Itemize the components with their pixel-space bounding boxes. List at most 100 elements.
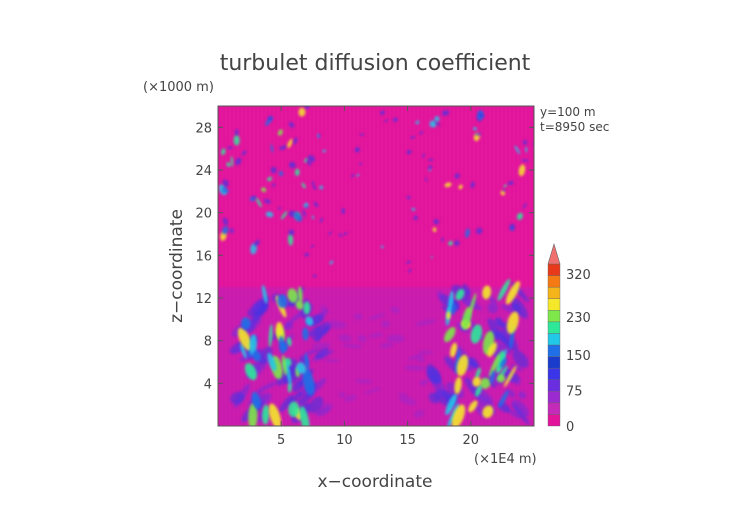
chart-title: turbulet diffusion coefficient [220, 51, 531, 76]
field-feature [509, 224, 516, 231]
field-feature [294, 168, 300, 176]
field-feature [277, 294, 288, 309]
colorbar-band [547, 310, 561, 323]
field-feature [259, 346, 273, 365]
field-feature [398, 396, 417, 406]
colorbar-extend-arrow [547, 242, 561, 265]
field-feature [410, 136, 415, 139]
field-feature [406, 150, 412, 155]
field-feature [450, 342, 458, 358]
field-feature [506, 311, 519, 334]
field-feature [322, 149, 327, 153]
field-feature [429, 120, 437, 128]
colorbar-band [547, 321, 561, 334]
field-feature [380, 245, 384, 249]
x-tick-label: 5 [277, 433, 285, 448]
field-feature [289, 161, 296, 169]
field-feature [299, 406, 310, 426]
field-feature [319, 305, 327, 311]
field-feature [262, 284, 268, 304]
field-feature [521, 159, 529, 162]
field-feature [425, 177, 428, 182]
field-feature [256, 381, 277, 393]
field-feature [311, 181, 315, 186]
colorbar-label: 0 [566, 420, 574, 435]
field-feature [227, 146, 233, 150]
field-feature [462, 306, 472, 330]
field-feature [516, 212, 523, 220]
field-feature [249, 334, 257, 356]
field-feature [305, 205, 308, 209]
field-feature [428, 168, 432, 172]
x-tick-label: 10 [336, 433, 353, 448]
field-feature [288, 122, 295, 128]
field-feature [222, 226, 229, 235]
field-feature [270, 144, 274, 153]
field-feature [311, 342, 331, 350]
field-feature [235, 157, 242, 166]
field-feature [408, 269, 412, 273]
colorbar-band [547, 402, 561, 415]
field-feature [475, 367, 481, 380]
field-feature [454, 376, 462, 395]
field-feature [497, 374, 506, 383]
field-feature [262, 404, 270, 425]
field-feature [307, 155, 315, 162]
field-feature [356, 173, 360, 177]
field-feature [325, 320, 347, 329]
field-feature [511, 399, 530, 417]
field-feature [301, 182, 306, 189]
field-feature [303, 301, 311, 315]
field-feature [433, 219, 440, 225]
field-feature [293, 137, 298, 145]
field-feature [475, 384, 482, 397]
field-feature [354, 379, 373, 384]
y-tick-label: 16 [195, 249, 212, 264]
heatmap-features [218, 106, 534, 426]
field-feature [476, 227, 483, 235]
field-feature [518, 391, 527, 399]
field-feature [522, 203, 527, 209]
field-feature [514, 145, 521, 155]
field-feature [470, 181, 475, 188]
field-feature [458, 184, 463, 190]
field-feature [413, 410, 425, 418]
field-feature [462, 283, 471, 296]
field-feature [379, 342, 394, 349]
field-feature [380, 110, 385, 115]
field-feature [415, 120, 420, 125]
field-feature [319, 402, 335, 409]
field-feature [222, 217, 228, 226]
field-feature [456, 354, 469, 377]
field-feature [411, 207, 416, 211]
x-tick-label: 15 [399, 433, 416, 448]
field-feature [256, 197, 262, 208]
field-feature [268, 403, 282, 426]
field-feature [489, 353, 501, 377]
field-feature [488, 294, 497, 305]
field-feature [487, 302, 499, 314]
field-feature [222, 179, 229, 187]
field-feature [287, 288, 298, 303]
field-feature [512, 376, 521, 385]
field-feature [229, 228, 234, 234]
field-feature [253, 239, 260, 247]
field-feature [497, 278, 511, 301]
field-feature [428, 392, 440, 404]
colorbar-band [547, 379, 561, 392]
field-feature [353, 313, 363, 320]
x-ticks: 5 10 15 20 [277, 106, 479, 448]
field-feature [473, 127, 477, 131]
field-feature [278, 171, 284, 176]
field-feature [288, 401, 300, 418]
y-tick-label: 24 [195, 164, 212, 179]
field-feature [275, 322, 284, 340]
y-axis-label: z−coordinate [167, 209, 187, 323]
field-feature [261, 187, 267, 193]
field-feature [222, 186, 227, 190]
field-feature [230, 391, 245, 405]
field-feature [308, 396, 324, 413]
field-feature [495, 350, 505, 374]
field-feature [404, 365, 426, 371]
field-feature [444, 182, 452, 188]
